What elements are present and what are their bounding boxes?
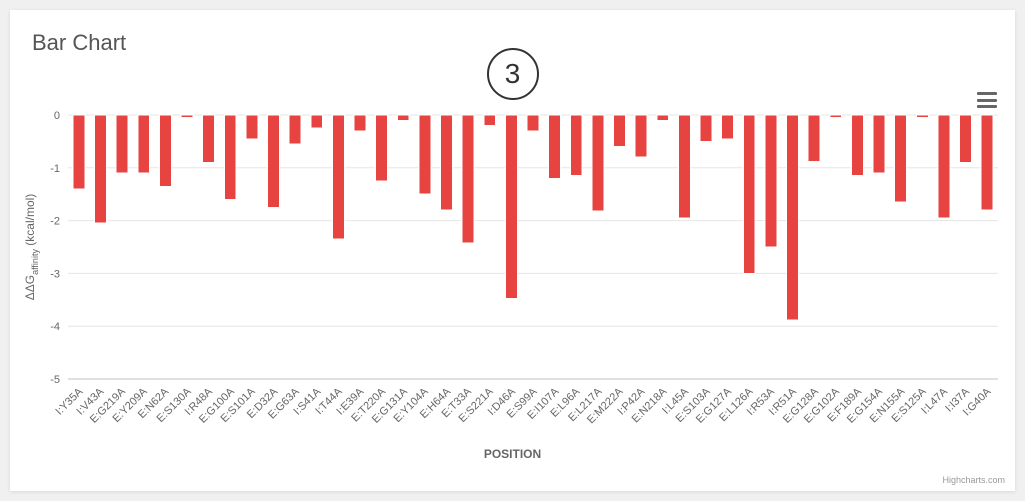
bar[interactable]	[289, 115, 301, 144]
credits-link[interactable]: Highcharts.com	[942, 475, 1005, 485]
bar[interactable]	[311, 115, 323, 128]
bar[interactable]	[441, 115, 453, 210]
bar[interactable]	[159, 115, 171, 186]
bar[interactable]	[549, 115, 561, 178]
bar[interactable]	[181, 115, 193, 118]
y-tick-label: -5	[50, 374, 60, 386]
bar[interactable]	[224, 115, 236, 199]
bar[interactable]	[73, 115, 85, 189]
bar[interactable]	[722, 115, 734, 139]
bar[interactable]	[787, 115, 799, 320]
bar[interactable]	[505, 115, 517, 299]
bar[interactable]	[419, 115, 431, 194]
bar[interactable]	[116, 115, 128, 173]
bar[interactable]	[246, 115, 258, 139]
y-tick-label: -4	[50, 321, 60, 333]
bar[interactable]	[592, 115, 604, 211]
bar[interactable]	[830, 115, 842, 118]
bar[interactable]	[268, 115, 280, 207]
bar[interactable]	[938, 115, 950, 218]
bar[interactable]	[138, 115, 150, 173]
bar[interactable]	[203, 115, 215, 163]
bar[interactable]	[916, 115, 928, 118]
bar[interactable]	[743, 115, 755, 273]
bar[interactable]	[981, 115, 993, 210]
y-tick-label: -1	[50, 163, 60, 175]
bar[interactable]	[376, 115, 388, 181]
bar[interactable]	[873, 115, 885, 173]
hamburger-menu-icon[interactable]	[977, 92, 997, 108]
chart-plot-area: 0-1-2-3-4-5ΔΔGaffinity (kcal/mol)	[68, 115, 998, 379]
x-axis-title: POSITION	[10, 447, 1015, 461]
badge-number: 3	[505, 58, 521, 90]
bar[interactable]	[570, 115, 582, 176]
chart-number-badge: 3	[487, 48, 539, 100]
bar[interactable]	[354, 115, 366, 131]
bar[interactable]	[960, 115, 972, 163]
bar[interactable]	[462, 115, 474, 243]
bar[interactable]	[614, 115, 626, 147]
bar[interactable]	[808, 115, 820, 161]
y-tick-label: -3	[50, 268, 60, 280]
x-axis-labels: I:Y35AI:V43AE:G219AE:Y209AE:N62AE:S130AI…	[68, 380, 998, 450]
bar[interactable]	[332, 115, 344, 239]
chart-svg: 0-1-2-3-4-5ΔΔGaffinity (kcal/mol)	[68, 115, 998, 379]
bar[interactable]	[851, 115, 863, 176]
bar[interactable]	[765, 115, 777, 247]
bar[interactable]	[700, 115, 712, 141]
y-tick-label: 0	[54, 110, 60, 122]
chart-card: Bar Chart 3 0-1-2-3-4-5ΔΔGaffinity (kcal…	[10, 10, 1015, 491]
bar[interactable]	[397, 115, 409, 120]
bar[interactable]	[527, 115, 539, 131]
bar[interactable]	[678, 115, 690, 218]
bar[interactable]	[94, 115, 106, 223]
bar[interactable]	[635, 115, 647, 157]
bar[interactable]	[895, 115, 907, 202]
y-tick-label: -2	[50, 216, 60, 228]
bar[interactable]	[657, 115, 669, 120]
chart-title: Bar Chart	[32, 30, 126, 56]
y-axis-title: ΔΔGaffinity (kcal/mol)	[23, 194, 40, 301]
bar[interactable]	[484, 115, 496, 126]
